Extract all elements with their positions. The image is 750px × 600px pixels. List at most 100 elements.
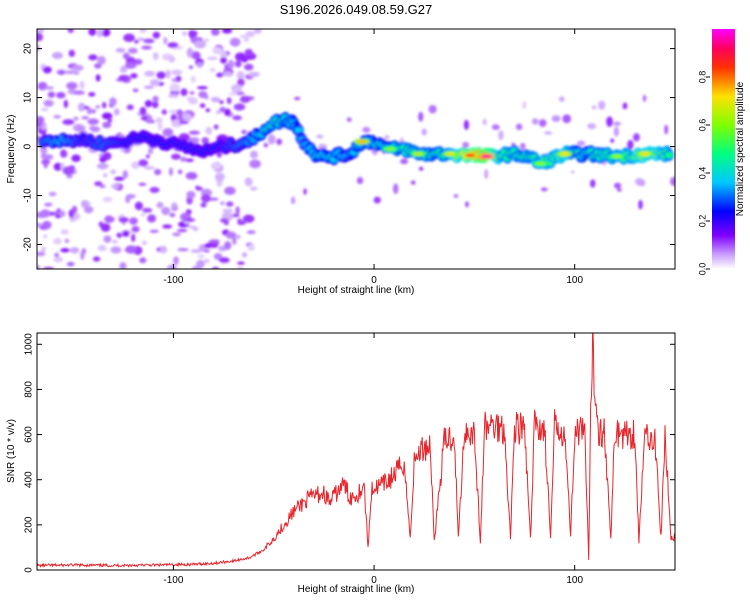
- spectrogram-noise-blob: [59, 210, 66, 217]
- spectrogram-noise-blob: [203, 249, 210, 253]
- spectrogram-marks: [37, 29, 675, 269]
- spectrogram-noise-blob: [418, 166, 424, 171]
- spectrogram-noise-blob: [498, 130, 504, 141]
- spectrogram-noise-blob: [632, 133, 640, 142]
- spectrogram-noise-blob: [598, 100, 606, 110]
- spectrogram-noise-blob: [126, 104, 134, 111]
- spectrogram-noise-blob: [81, 200, 89, 209]
- spectrogram-noise-blob: [231, 39, 241, 45]
- spectrogram-noise-blob: [276, 138, 283, 146]
- spectrogram-noise-blob: [540, 187, 548, 192]
- spectrogram-noise-blob: [201, 137, 209, 145]
- spectrogram-noise-blob: [231, 84, 243, 93]
- spectrogram-noise-blob: [638, 199, 643, 210]
- figure-title: S196.2026.049.08.59.G27: [280, 2, 433, 17]
- spectrogram-ytick-label: 10: [23, 92, 34, 104]
- spectrogram-noise-blob: [190, 75, 196, 83]
- spectrogram-noise-blob: [57, 70, 66, 75]
- spectrogram-peak: [413, 152, 424, 156]
- spectrogram-noise-blob: [400, 158, 409, 165]
- spectrogram-noise-blob: [120, 148, 125, 153]
- spectrogram-noise-blob: [119, 65, 128, 73]
- spectrogram-noise-blob: [215, 110, 222, 115]
- spectrogram-noise-blob: [291, 196, 296, 205]
- spectrogram-noise-blob: [465, 201, 469, 208]
- spectrogram-noise-blob: [182, 31, 187, 36]
- colorbar-gradient: [712, 29, 735, 269]
- spectrogram-noise-blob: [42, 220, 52, 229]
- colorbar-tick-label: 0.6: [697, 119, 707, 132]
- spectrogram-noise-blob: [162, 128, 174, 137]
- spectrogram-noise-blob: [613, 121, 622, 126]
- spectrogram-noise-blob: [161, 207, 171, 216]
- spectrogram-noise-blob: [191, 51, 201, 60]
- spectrogram-noise-blob: [233, 103, 246, 111]
- spectrogram-noise-blob: [95, 74, 101, 82]
- spectrogram-noise-blob: [587, 123, 597, 130]
- spectrogram-noise-blob: [37, 116, 45, 124]
- spectrogram-noise-blob: [128, 47, 138, 54]
- spectrogram-noise-blob: [219, 218, 229, 223]
- spectrogram-noise-blob: [199, 103, 206, 108]
- spectrogram-noise-blob: [171, 202, 178, 210]
- spectrogram-noise-blob: [421, 128, 427, 136]
- spectrogram-noise-blob: [176, 228, 188, 233]
- spectrogram-noise-blob: [53, 162, 63, 171]
- spectrogram-noise-blob: [118, 217, 129, 223]
- spectrogram-noise-blob: [196, 259, 205, 269]
- spectrogram-noise-blob: [141, 240, 148, 245]
- spectrogram-noise-blob: [99, 156, 107, 163]
- spectrogram-noise-blob: [384, 135, 390, 140]
- spectrogram-peak: [535, 161, 546, 166]
- spectrogram-noise-blob: [463, 119, 469, 131]
- spectrogram-noise-blob: [72, 90, 85, 95]
- spectrogram-noise-blob: [122, 170, 129, 179]
- spectrogram-noise-blob: [53, 237, 62, 245]
- snr-xtick-label: -100: [163, 575, 183, 586]
- spectrogram-noise-blob: [112, 240, 118, 244]
- spectrogram-noise-blob: [169, 54, 175, 64]
- spectrogram-noise-blob: [392, 183, 399, 195]
- spectrogram-noise-blob: [362, 126, 371, 133]
- spectrogram-xtick-label: -100: [163, 275, 183, 286]
- spectrogram-noise-blob: [90, 109, 97, 114]
- spectrogram-noise-blob: [96, 29, 103, 38]
- spectrogram-noise-blob: [576, 140, 586, 146]
- spectrogram-noise-blob: [249, 159, 261, 169]
- spectrogram-noise-blob: [60, 149, 67, 158]
- spectrogram-noise-blob: [263, 142, 269, 148]
- spectrogram-noise-blob: [118, 74, 129, 82]
- spectrogram-ytick-label: -20: [23, 237, 34, 252]
- spectrogram-noise-blob: [42, 66, 52, 74]
- spectrogram-noise-blob: [149, 229, 159, 233]
- spectrogram-noise-blob: [154, 168, 162, 176]
- spectrogram-noise-blob: [356, 176, 364, 185]
- spectrogram-noise-blob: [249, 186, 258, 191]
- spectrogram-noise-blob: [156, 71, 166, 79]
- spectrogram-noise-blob: [37, 29, 45, 34]
- spectrogram-noise-blob: [186, 47, 194, 57]
- spectrogram-noise-blob: [208, 239, 220, 245]
- spectrogram-noise-blob: [129, 217, 138, 225]
- spectrogram-noise-blob: [92, 256, 101, 262]
- spectrogram-noise-blob: [43, 99, 54, 107]
- spectrogram-ylabel: Frequency (Hz): [6, 115, 17, 184]
- spectrogram-noise-blob: [210, 162, 222, 170]
- spectrogram-noise-blob: [670, 176, 675, 186]
- spectrogram-noise-blob: [37, 32, 44, 42]
- spectrogram-noise-blob: [570, 170, 575, 174]
- snr-series-line: [37, 333, 675, 568]
- spectrogram-noise-blob: [244, 177, 253, 187]
- spectrogram-noise-blob: [222, 29, 233, 34]
- spectrogram-noise-blob: [155, 117, 163, 124]
- spectrogram-noise-blob: [224, 186, 236, 195]
- spectrogram-noise-blob: [110, 184, 120, 189]
- spectrogram-noise-blob: [410, 180, 416, 185]
- spectrogram-noise-blob: [453, 194, 459, 198]
- spectrogram-noise-blob: [602, 161, 607, 166]
- spectrogram-noise-blob: [119, 262, 127, 269]
- spectrogram-noise-blob: [224, 241, 232, 250]
- spectrogram-noise-blob: [224, 108, 231, 117]
- spectrogram-noise-blob: [51, 51, 63, 60]
